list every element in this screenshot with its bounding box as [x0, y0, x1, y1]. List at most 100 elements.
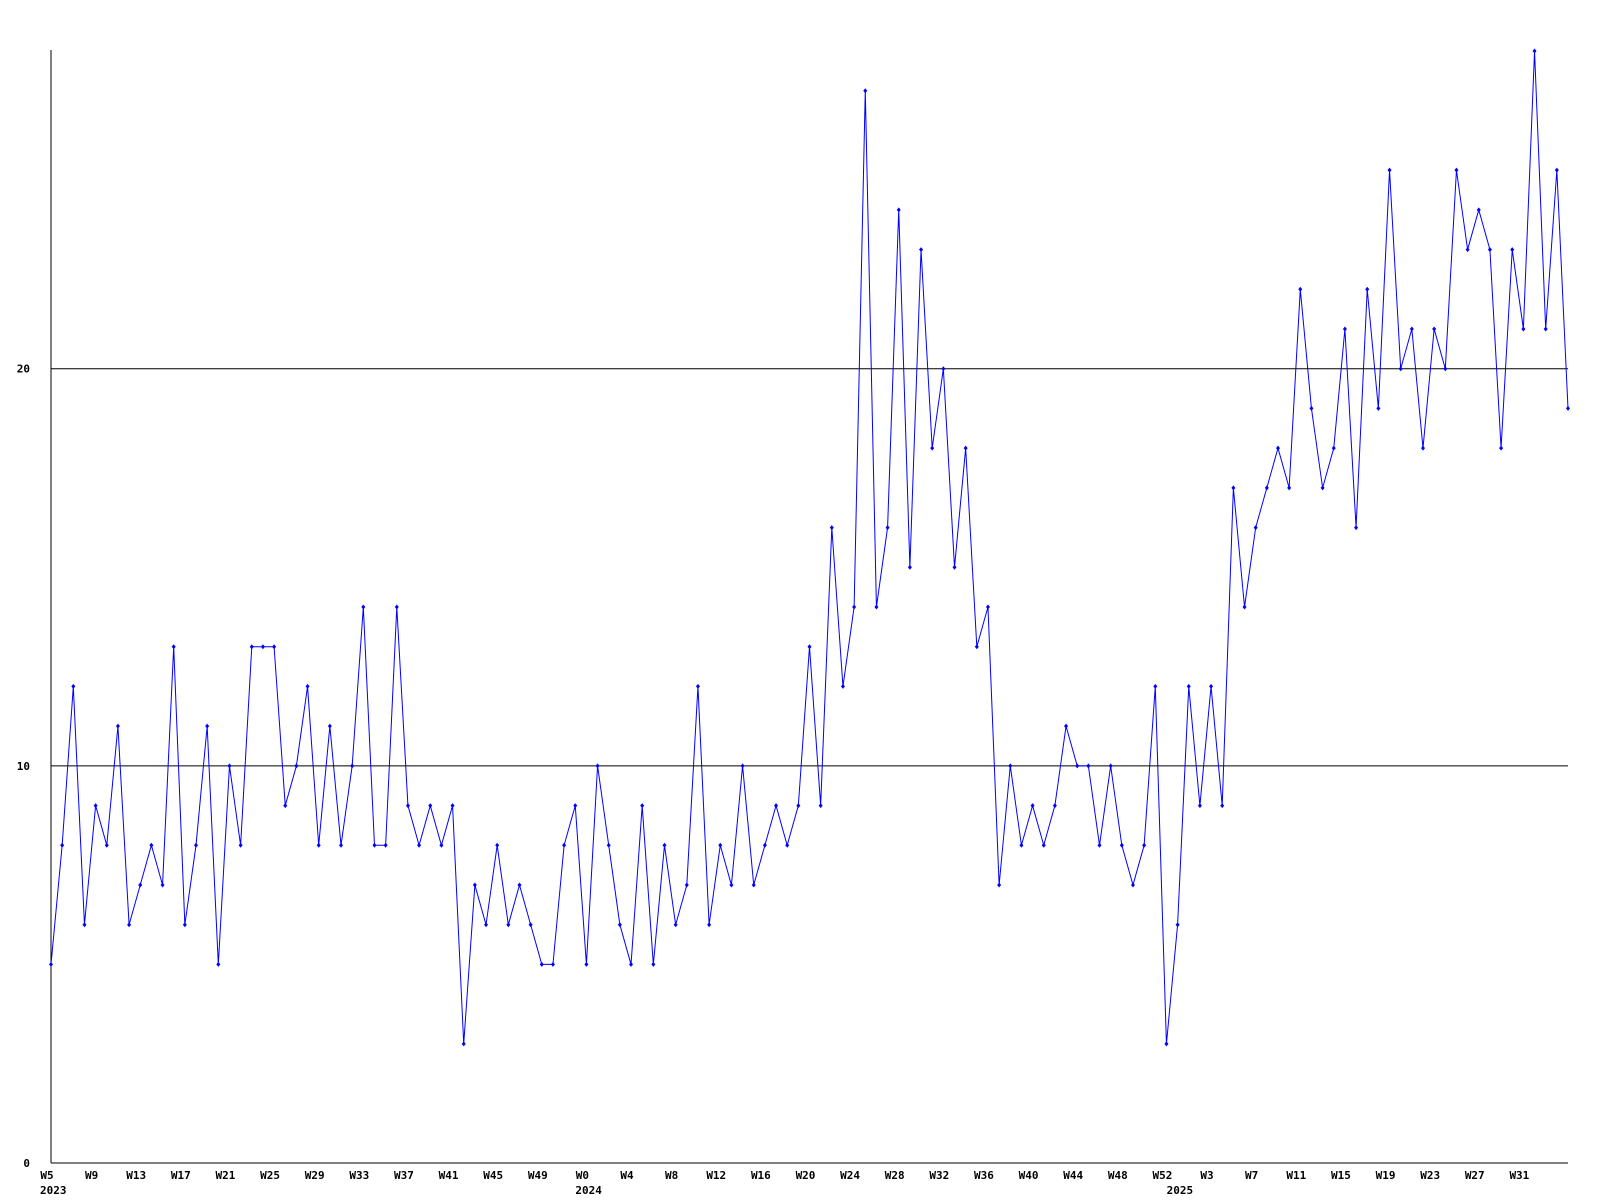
data-point	[774, 803, 779, 809]
x-tick-label: W7	[1245, 1169, 1258, 1182]
data-point	[372, 842, 377, 848]
x-tick-label: W37	[394, 1169, 414, 1182]
y-tick-label: 0	[23, 1157, 30, 1170]
data-point	[785, 842, 790, 848]
data-point	[495, 842, 500, 848]
data-point	[1331, 445, 1336, 451]
x-tick-label: W24	[840, 1169, 860, 1182]
data-point	[149, 842, 154, 848]
x-year-label: 2023	[40, 1184, 67, 1197]
data-point	[629, 961, 634, 967]
x-tick-label: W33	[349, 1169, 369, 1182]
data-point	[1376, 405, 1381, 411]
data-point	[1476, 207, 1481, 213]
data-point	[1030, 803, 1035, 809]
data-point	[216, 961, 221, 967]
data-point	[1543, 326, 1548, 332]
x-tick-label: W11	[1286, 1169, 1306, 1182]
data-point	[829, 525, 834, 531]
x-tick-label: W12	[706, 1169, 726, 1182]
data-point	[707, 922, 712, 928]
data-point	[472, 882, 477, 888]
data-point	[350, 763, 355, 769]
data-point	[840, 683, 845, 689]
data-point	[1398, 366, 1403, 372]
x-tick-label: W9	[85, 1169, 98, 1182]
data-point	[1354, 525, 1359, 531]
data-point	[205, 723, 210, 729]
data-point	[71, 683, 76, 689]
x-tick-label: W44	[1063, 1169, 1083, 1182]
data-point	[1454, 167, 1459, 173]
data-point	[1432, 326, 1437, 332]
data-point	[1108, 763, 1113, 769]
data-point	[171, 644, 176, 650]
data-point	[1387, 167, 1392, 173]
data-point	[963, 445, 968, 451]
data-point	[919, 247, 924, 253]
data-point	[807, 644, 812, 650]
data-point	[1532, 48, 1537, 54]
y-tick-label: 10	[17, 760, 30, 773]
x-tick-label: W45	[483, 1169, 503, 1182]
data-point	[249, 644, 254, 650]
data-point	[1086, 763, 1091, 769]
data-point	[115, 723, 120, 729]
data-point	[60, 842, 65, 848]
data-point	[49, 961, 53, 967]
data-point	[852, 604, 857, 610]
data-point	[1264, 485, 1269, 491]
x-tick-label: W40	[1019, 1169, 1039, 1182]
data-point	[439, 842, 444, 848]
data-point	[272, 644, 277, 650]
data-point	[762, 842, 767, 848]
data-point	[517, 882, 522, 888]
data-point	[1253, 525, 1258, 531]
data-point	[339, 842, 344, 848]
x-tick-label: W13	[126, 1169, 146, 1182]
y-tick-label: 20	[17, 363, 30, 376]
data-point	[606, 842, 611, 848]
data-point	[1052, 803, 1057, 809]
data-point	[1521, 326, 1526, 332]
x-tick-label: W8	[665, 1169, 678, 1182]
x-tick-label: W31	[1509, 1169, 1529, 1182]
data-point	[550, 961, 555, 967]
data-point	[952, 564, 957, 570]
x-tick-label: W17	[171, 1169, 191, 1182]
data-point	[1554, 167, 1559, 173]
data-point	[93, 803, 98, 809]
x-tick-label: W20	[796, 1169, 816, 1182]
data-point	[1220, 803, 1225, 809]
data-point	[930, 445, 935, 451]
data-point	[1320, 485, 1325, 491]
data-point	[394, 604, 399, 610]
x-tick-label: W0	[576, 1169, 589, 1182]
x-tick-label: W36	[974, 1169, 994, 1182]
x-tick-label: W48	[1108, 1169, 1128, 1182]
data-point	[1019, 842, 1024, 848]
data-point	[194, 842, 199, 848]
data-point	[874, 604, 879, 610]
data-point	[283, 803, 288, 809]
x-tick-label: W52	[1153, 1169, 1173, 1182]
data-point	[383, 842, 388, 848]
data-point	[1142, 842, 1147, 848]
data-point	[662, 842, 667, 848]
x-tick-label: W4	[620, 1169, 634, 1182]
data-point	[316, 842, 321, 848]
data-point	[740, 763, 745, 769]
x-tick-label: W41	[439, 1169, 459, 1182]
data-point	[405, 803, 410, 809]
x-tick-label: W28	[885, 1169, 905, 1182]
data-point	[1008, 763, 1013, 769]
data-point	[974, 644, 979, 650]
x-tick-label: W5	[40, 1169, 53, 1182]
x-year-label: 2024	[575, 1184, 602, 1197]
x-year-label: 2025	[1167, 1184, 1194, 1197]
data-point	[651, 961, 656, 967]
data-point	[294, 763, 299, 769]
data-point	[227, 763, 232, 769]
data-point	[640, 803, 645, 809]
